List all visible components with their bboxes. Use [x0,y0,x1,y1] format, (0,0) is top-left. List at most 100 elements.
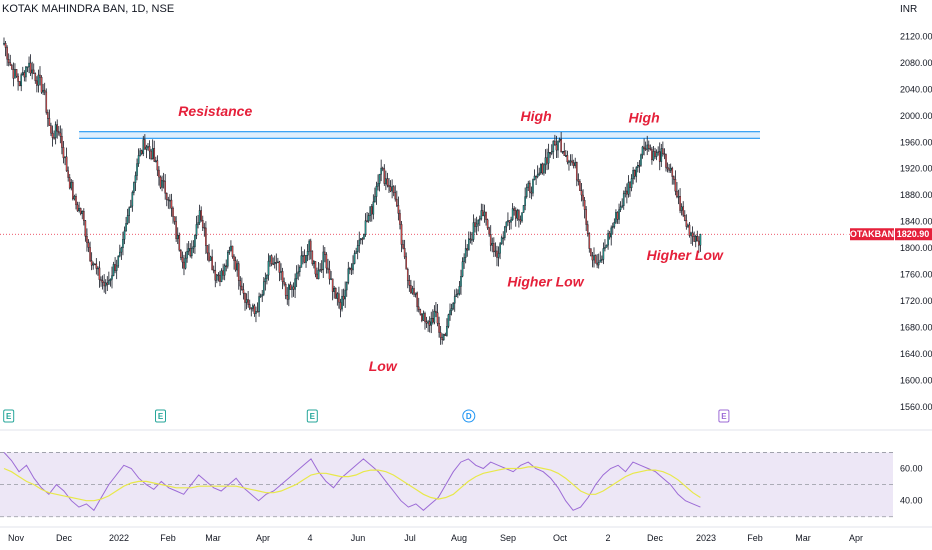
candle-down [403,247,406,258]
symbol-title[interactable]: KOTAK MAHINDRA BAN, 1D, NSE [2,3,175,15]
resistance-band [79,131,761,139]
candle-up [226,252,229,267]
candle-up [543,164,545,174]
rsi-tick-label: 60.00 [900,464,923,474]
candle-down [654,151,656,157]
candle-up [255,311,257,314]
candle-up [597,262,600,266]
candle-down [87,242,90,248]
candle-up [461,261,464,277]
annotation-label: High [629,109,660,125]
candle-down [212,269,215,272]
candle-down [575,162,578,181]
candle-down [170,199,173,209]
time-tick-label: Nov [8,533,25,543]
candle-up [109,279,112,281]
candle-up [155,160,157,162]
candle-down [493,243,495,252]
candle-down [489,234,492,246]
candle-up [494,250,497,253]
candle-up [192,246,195,249]
candle-down [208,252,210,261]
annotation-label: Low [369,358,398,374]
candle-down [571,160,573,164]
candle-up [108,280,110,285]
time-tick-label: Feb [160,533,176,543]
candle-down [222,270,224,276]
candle-up [122,239,124,249]
candle-up [516,210,519,219]
candle-down [410,285,412,294]
candle-up [341,295,343,310]
candle-up [297,271,300,274]
candle-up [37,74,40,86]
earnings-event-icon [718,409,730,423]
candle-up [262,281,265,295]
candle-down [579,181,581,191]
candle-up [186,250,188,259]
candle-up [657,151,659,153]
candle-down [590,248,592,257]
candle-up [123,230,126,240]
candle-down [658,151,661,162]
candle-down [314,261,317,275]
candle-down [647,144,650,149]
candle-up [288,284,290,300]
candle-up [447,314,450,327]
candle-down [156,160,159,171]
candle-down [513,208,515,211]
candle-down [256,311,259,313]
candle-down [53,137,55,139]
rsi-tick-label: 40.00 [900,496,923,506]
candle-down [405,256,408,270]
candle-up [195,224,198,236]
candle-up [367,215,370,222]
candle-up [42,89,44,93]
candle-down [496,250,498,258]
candle-up [111,275,113,280]
candle-down [350,268,353,271]
candle-up [139,150,141,156]
candle-up [187,248,190,252]
candle-down [668,168,670,171]
candle-up [632,170,634,179]
candle-down [211,256,213,271]
time-tick-label: Mar [205,533,221,543]
candle-down [438,322,440,333]
candle-up [539,163,542,174]
candle-down [62,147,65,159]
candle-up [133,182,135,193]
candle-down [361,238,364,240]
candle-up [352,263,354,271]
candle-down [106,282,109,285]
candle-up [294,278,296,290]
candle-up [322,251,325,270]
candle-down [103,282,105,287]
candle-up [115,265,118,271]
candle-up [291,286,293,290]
candle-up [306,250,309,256]
candle-down [474,222,476,227]
candle-up [136,163,138,176]
candle-down [673,176,675,180]
price-tick-label: 1880.00 [900,190,932,200]
candle-up [550,151,553,154]
candle-down [441,337,444,341]
candle-down [682,206,685,216]
candle-down [23,72,26,78]
candle-up [364,220,367,235]
price-tick-label: 1920.00 [900,164,932,174]
candle-up [511,208,514,220]
candle-down [253,305,256,314]
candle-down [383,168,386,184]
candle-down [201,220,204,228]
candle-up [669,167,672,171]
candle-up [615,212,617,223]
candle-up [70,182,73,189]
price-tick-label: 1680.00 [900,322,932,332]
candle-up [358,239,361,246]
candle-up [317,269,320,280]
candle-up [464,248,467,258]
candle-down [541,163,544,174]
